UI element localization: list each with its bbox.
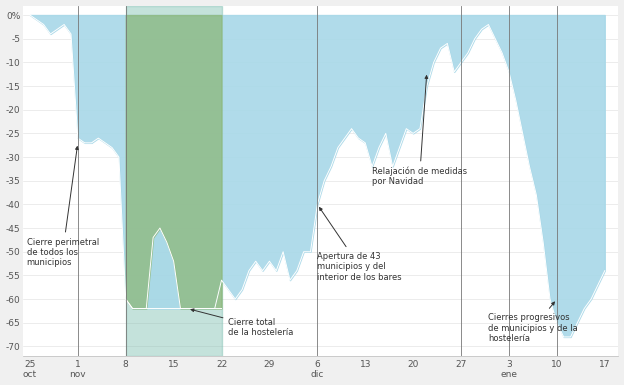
Text: Cierre perimetral
de todos los
municipios: Cierre perimetral de todos los municipio… [26,147,99,267]
Text: Apertura de 43
municipios y del
interior de los bares: Apertura de 43 municipios y del interior… [318,208,402,281]
Text: Cierres progresivos
de municipios y de la
hostelería: Cierres progresivos de municipios y de l… [489,302,578,343]
Text: Cierre total
de la hostelería: Cierre total de la hostelería [191,309,294,337]
Bar [125,5,222,356]
Text: Relajación de medidas
por Navidad: Relajación de medidas por Navidad [372,76,467,186]
